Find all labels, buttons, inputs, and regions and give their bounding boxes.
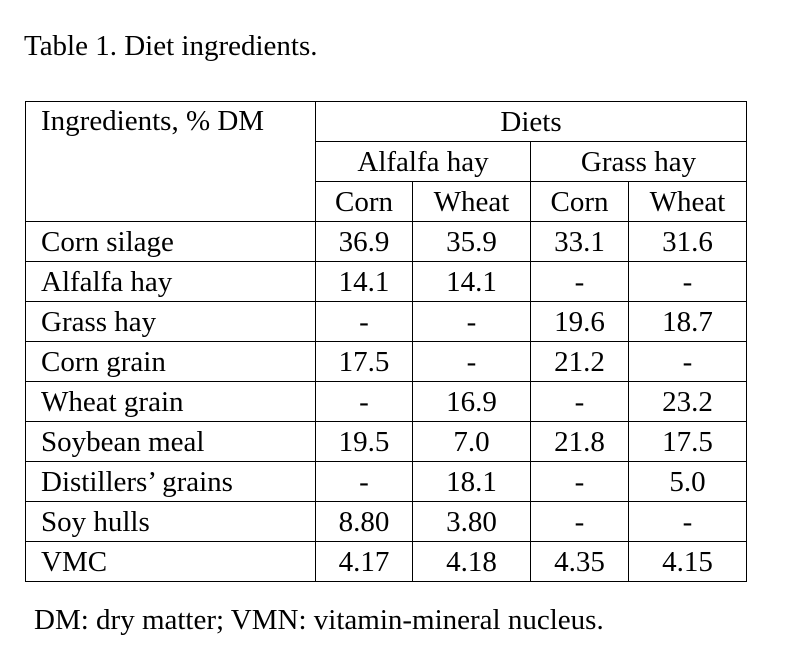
- table-row: Corn silage 36.9 35.9 33.1 31.6: [25, 221, 747, 262]
- value-cell: 14.1: [315, 261, 413, 302]
- value-cell: 18.1: [412, 461, 531, 502]
- value-cell: 35.9: [412, 221, 531, 262]
- value-cell: 4.17: [315, 541, 413, 582]
- value-cell: 36.9: [315, 221, 413, 262]
- row-label: Alfalfa hay: [25, 261, 316, 302]
- value-cell: 5.0: [628, 461, 747, 502]
- value-cell: -: [530, 261, 629, 302]
- value-cell: 21.8: [530, 421, 629, 462]
- row-label: Corn silage: [25, 221, 316, 262]
- table-row: Corn grain 17.5-21.2-: [25, 341, 747, 382]
- table-footnote: DM: dry matter; VMN: vitamin-mineral nuc…: [34, 604, 604, 636]
- corner-header: Ingredients, % DM: [25, 101, 316, 222]
- value-cell: 18.7: [628, 301, 747, 342]
- subheader-cell: Wheat: [412, 181, 531, 222]
- value-cell: 16.9: [412, 381, 531, 422]
- table-row: Grass hay - -19.6 18.7: [25, 301, 747, 342]
- value-cell: -: [315, 461, 413, 502]
- row-label: Grass hay: [25, 301, 316, 342]
- diets-header: Diets: [315, 101, 747, 142]
- value-cell: 33.1: [530, 221, 629, 262]
- value-cell: 17.5: [315, 341, 413, 382]
- row-label: Soybean meal: [25, 421, 316, 462]
- header-row-diets: Ingredients, % DM Diets: [25, 101, 747, 222]
- row-label: Soy hulls: [25, 501, 316, 542]
- table-row: Distillers’ grains -18.1-5.0: [25, 461, 747, 502]
- value-cell: 4.35: [530, 541, 629, 582]
- value-cell: 21.2: [530, 341, 629, 382]
- group-header-grass-hay: Grass hay: [530, 141, 747, 182]
- value-cell: -: [412, 341, 531, 382]
- table-row: Wheat grain -16.9-23.2: [25, 381, 747, 422]
- value-cell: 4.15: [628, 541, 747, 582]
- value-cell: -: [315, 381, 413, 422]
- header-row-groups: Alfalfa hay Grass hay: [26, 141, 747, 182]
- value-cell: -: [315, 301, 413, 342]
- row-label: VMC: [25, 541, 316, 582]
- subheader-cell: Corn: [530, 181, 629, 222]
- table-caption: Table 1. Diet ingredients.: [24, 30, 318, 62]
- value-cell: 19.5: [315, 421, 413, 462]
- row-label: Distillers’ grains: [25, 461, 316, 502]
- value-cell: -: [628, 501, 747, 542]
- value-cell: -: [628, 261, 747, 302]
- table-row: VMC 4.17 4.18 4.35 4.15: [25, 541, 747, 582]
- diet-ingredients-table: Ingredients, % DM Diets Alfalfa hay Gras…: [25, 101, 747, 582]
- value-cell: -: [530, 381, 629, 422]
- value-cell: 4.18: [412, 541, 531, 582]
- value-cell: 17.5: [628, 421, 747, 462]
- value-cell: 23.2: [628, 381, 747, 422]
- value-cell: -: [412, 301, 531, 342]
- table-row: Alfalfa hay 14.1 14.1- -: [25, 261, 747, 302]
- group-header-alfalfa-hay: Alfalfa hay: [315, 141, 531, 182]
- value-cell: -: [628, 341, 747, 382]
- value-cell: -: [530, 501, 629, 542]
- row-label: Corn grain: [25, 341, 316, 382]
- value-cell: 19.6: [530, 301, 629, 342]
- value-cell: 3.80: [412, 501, 531, 542]
- table-row: Soybean meal 19.5 7.0 21.8 17.5: [25, 421, 747, 462]
- value-cell: 31.6: [628, 221, 747, 262]
- table-row: Soy hulls 8.80 3.80- -: [25, 501, 747, 542]
- subheader-cell: Corn: [315, 181, 413, 222]
- subheader-cell: Wheat: [628, 181, 747, 222]
- row-label: Wheat grain: [25, 381, 316, 422]
- value-cell: 7.0: [412, 421, 531, 462]
- value-cell: -: [530, 461, 629, 502]
- value-cell: 8.80: [315, 501, 413, 542]
- value-cell: 14.1: [412, 261, 531, 302]
